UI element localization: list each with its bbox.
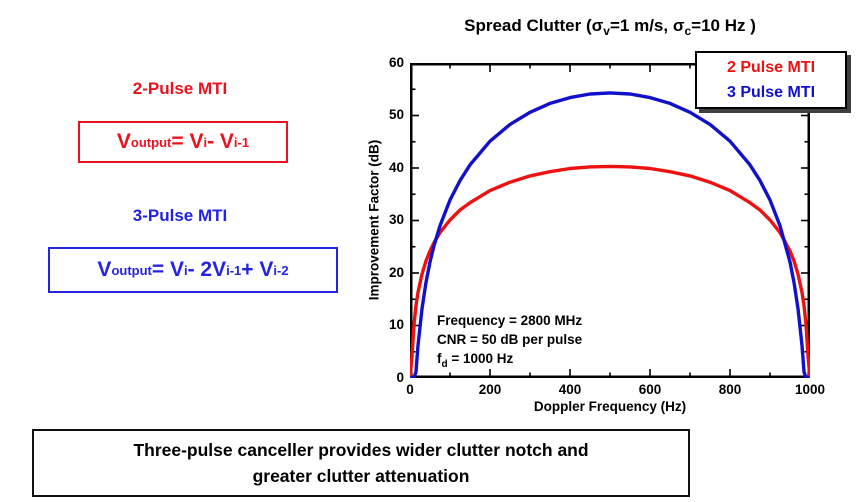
y-tick-label: 40	[388, 160, 404, 175]
x-tick-label: 600	[638, 382, 662, 397]
plot-svg	[408, 62, 812, 380]
mti2-heading: 2-Pulse MTI	[132, 79, 228, 98]
y-tick-label: 0	[396, 370, 404, 385]
x-tick-label: 1000	[794, 382, 826, 397]
formula-term: - V	[207, 130, 234, 153]
formula-term: = V	[151, 258, 184, 281]
formula-term: V	[116, 130, 131, 153]
curve-2-pulse-mti	[408, 164, 812, 380]
x-tick-label: 800	[718, 382, 742, 397]
formula-subscript: i-1	[233, 134, 250, 150]
formula-subscript: output	[111, 262, 152, 278]
caption-line-2: greater clutter attenuation	[252, 466, 470, 486]
y-tick-label: 10	[388, 317, 404, 332]
chart-title-text: Spread Clutter (	[464, 16, 592, 35]
plot-annotations: Frequency = 2800 MHz CNR = 50 dB per pul…	[437, 311, 582, 374]
caption-box: Three-pulse canceller provides wider clu…	[32, 429, 690, 497]
chart-title-text: =1 m/s,	[609, 16, 673, 35]
legend-item-2-pulse: 2 Pulse MTI	[726, 59, 816, 76]
sigma-symbol: σ	[591, 16, 604, 35]
chart-legend: 2 Pulse MTI 3 Pulse MTI	[695, 51, 847, 109]
y-tick-label: 20	[388, 265, 404, 280]
y-tick-label: 30	[388, 212, 404, 227]
caption-line-1: Three-pulse canceller provides wider clu…	[133, 440, 589, 460]
plot-area	[408, 62, 812, 380]
annotation-line: CNR = 50 dB per pulse	[437, 332, 583, 347]
formula-term: - 2V	[187, 258, 227, 281]
x-tick-label: 0	[406, 382, 414, 397]
formula-subscript: i-2	[273, 262, 289, 278]
formula-subscript: i	[183, 262, 188, 278]
chart-title: Spread Clutter (σv=1 m/s, σc=10 Hz )	[385, 16, 835, 38]
formula-term: + V	[241, 258, 274, 281]
x-tick-label: 400	[558, 382, 582, 397]
mti3-heading: 3-Pulse MTI	[132, 206, 228, 225]
annotation-subscript: d	[441, 359, 448, 370]
formula-subscript: output	[130, 134, 172, 150]
chart-title-text: =10 Hz )	[691, 16, 756, 35]
y-tick-label: 60	[388, 55, 404, 70]
chart-title-subscript: c	[684, 24, 692, 38]
x-tick-label: 200	[478, 382, 502, 397]
formula-term: V	[97, 258, 112, 281]
formula-subscript: i-1	[226, 262, 242, 278]
y-tick-label: 50	[388, 107, 404, 122]
annotation-line: fd = 1000 Hz	[437, 351, 514, 370]
curve-3-pulse-mti	[408, 91, 812, 380]
sigma-symbol: σ	[672, 16, 685, 35]
annotation-line: Frequency = 2800 MHz	[437, 313, 583, 328]
chart-title-subscript: v	[603, 24, 610, 38]
legend-item-3-pulse: 3 Pulse MTI	[726, 84, 816, 101]
formula-subscript: i	[203, 134, 208, 150]
formula-term: = V	[171, 130, 204, 153]
x-axis-label: Doppler Frequency (Hz)	[533, 399, 687, 414]
